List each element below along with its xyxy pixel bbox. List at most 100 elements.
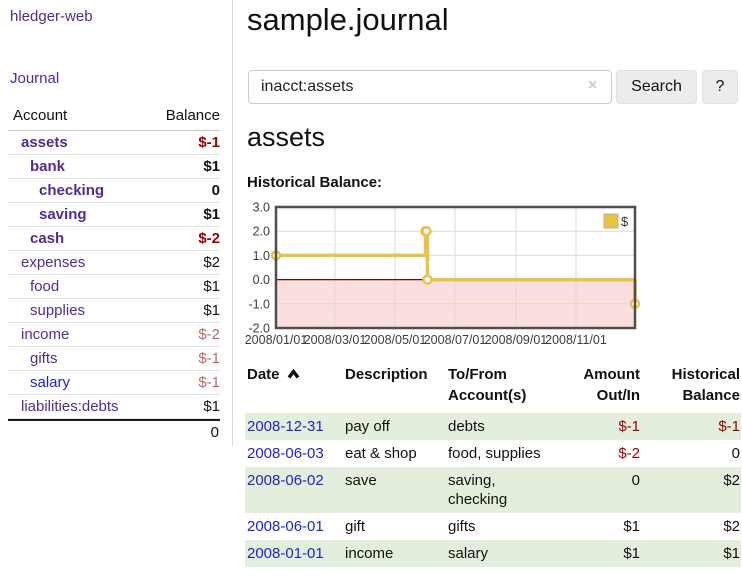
- historical-balance-chart: $3.0 2.0 1.0 0.0 -1.0 -2.02008/01/012008/03/0…: [245, 201, 641, 347]
- account-balance: $1: [203, 398, 220, 415]
- account-balance: $1: [203, 302, 220, 319]
- account-link[interactable]: checking: [39, 182, 105, 199]
- register-amount-cell: $-2: [618, 445, 640, 462]
- account-row: gifts $-1: [8, 347, 220, 371]
- column-header-date[interactable]: Date: [245, 362, 343, 413]
- register-row: 2008-06-01 gift gifts $1 $2: [245, 513, 741, 540]
- x-axis-tick-label: 2008/03/01: [304, 333, 367, 347]
- app-title-link[interactable]: hledger-web: [10, 8, 93, 25]
- register-balance-cell: $2: [723, 518, 740, 535]
- y-axis-tick-label: 0.0: [253, 273, 270, 287]
- register-row: 2008-12-31 pay off debts $-1 $-1: [245, 413, 741, 440]
- x-axis-tick-label: 2008/11/01: [545, 333, 607, 347]
- clear-search-icon[interactable]: ×: [588, 77, 598, 94]
- account-row: expenses $2: [8, 251, 220, 275]
- account-balance: 0: [211, 182, 220, 199]
- account-page-title: assets: [247, 122, 326, 152]
- legend-swatch: [603, 213, 619, 229]
- column-header-amount: Amount Out/In: [583, 366, 640, 404]
- register-amount-cell: $1: [623, 518, 640, 535]
- account-link[interactable]: food: [30, 278, 60, 295]
- register-description-cell: income: [345, 545, 394, 562]
- account-balance: $-1: [198, 134, 220, 151]
- account-balance: $1: [203, 158, 220, 175]
- register-date-cell: 2008-06-02: [245, 467, 343, 513]
- account-column-header: Account: [13, 107, 68, 124]
- account-table-header: Account Balance: [8, 104, 220, 131]
- account-link[interactable]: bank: [30, 158, 66, 175]
- page-title: sample.journal: [247, 2, 449, 37]
- account-balance: $-2: [198, 230, 220, 247]
- y-axis-tick-label: 2.0: [253, 225, 270, 239]
- y-axis-tick-label: 3.0: [253, 201, 270, 215]
- register-balance-cell: 0: [731, 445, 740, 462]
- data-point: [422, 274, 433, 285]
- account-link[interactable]: saving: [39, 206, 87, 223]
- account-balance: $1: [203, 278, 220, 295]
- y-axis-tick-label: -2.0: [248, 322, 270, 336]
- x-axis-tick-label: 2008/09/01: [485, 333, 548, 347]
- account-balance: $1: [203, 206, 220, 223]
- register-date-cell: 2008-06-03: [245, 440, 343, 467]
- sidebar-item-journal[interactable]: Journal: [10, 70, 60, 87]
- account-link[interactable]: cash: [30, 230, 65, 247]
- register-balance-cell: $1: [723, 545, 740, 562]
- register-accounts-cell: food, supplies: [448, 445, 541, 462]
- register-amount-cell: $-1: [618, 418, 640, 435]
- account-row: cash $-2: [8, 227, 220, 251]
- sort-ascending-icon: [287, 369, 299, 379]
- account-link[interactable]: expenses: [21, 254, 86, 271]
- account-balance-table: Account Balance assets $-1 bank $1 checking 0…: [8, 104, 220, 441]
- x-axis-tick-label: 2008/05/01: [364, 333, 427, 347]
- search-button[interactable]: Search: [616, 70, 697, 104]
- x-axis-tick-label: 2008/07/01: [424, 333, 487, 347]
- chart-heading: Historical Balance:: [247, 174, 383, 191]
- account-link[interactable]: gifts: [30, 350, 58, 367]
- register-date-link[interactable]: 2008-06-01: [247, 518, 324, 535]
- register-row: 2008-01-01 income salary $1 $1: [245, 540, 741, 567]
- register-date-link[interactable]: 2008-12-31: [247, 418, 324, 435]
- balance-column-header: Balance: [165, 107, 220, 124]
- register-amount-cell: $1: [623, 545, 640, 562]
- account-row: liabilities:debts $1: [8, 395, 220, 419]
- register-date-cell: 2008-12-31: [245, 413, 343, 440]
- account-total-row: 0: [8, 419, 220, 441]
- account-row: saving $1: [8, 203, 220, 227]
- column-header-accounts: To/From Account(s): [448, 366, 527, 404]
- account-row: food $1: [8, 275, 220, 299]
- register-amount-cell: 0: [631, 472, 640, 489]
- register-table: Date Description To/From Account(s) Amou…: [245, 362, 741, 567]
- register-header-row: Date Description To/From Account(s) Amou…: [245, 362, 741, 413]
- register-accounts-cell: debts: [448, 418, 485, 435]
- total-balance: 0: [210, 424, 219, 441]
- account-link[interactable]: liabilities:debts: [21, 398, 119, 415]
- data-point: [421, 225, 432, 237]
- column-header-description: Description: [345, 366, 428, 383]
- register-row: 2008-06-03 eat & shop food, supplies $-2 0: [245, 440, 741, 467]
- account-balance: $2: [203, 254, 220, 271]
- account-balance: $-2: [198, 326, 220, 343]
- account-link[interactable]: salary: [30, 374, 71, 391]
- register-description-cell: pay off: [345, 418, 390, 435]
- register-accounts-cell: saving, checking: [448, 472, 508, 508]
- sidebar: hledger-web Journal Account Balance asse…: [0, 0, 233, 446]
- y-axis-tick-label: -1.0: [248, 297, 270, 311]
- register-date-link[interactable]: 2008-06-03: [247, 445, 324, 462]
- account-row: income $-2: [8, 323, 220, 347]
- account-row: assets $-1: [8, 131, 220, 155]
- account-link[interactable]: assets: [21, 134, 68, 151]
- account-row: bank $1: [8, 155, 220, 179]
- help-button[interactable]: ?: [702, 70, 738, 104]
- y-axis-tick-label: 1.0: [253, 249, 270, 263]
- x-axis-tick-label: 2008/01/01: [245, 333, 308, 347]
- account-link[interactable]: supplies: [30, 302, 86, 319]
- register-accounts-cell: gifts: [448, 518, 476, 535]
- account-balance: $-1: [198, 374, 220, 391]
- plot-border: [274, 205, 637, 330]
- register-date-link[interactable]: 2008-06-02: [247, 472, 324, 489]
- account-link[interactable]: income: [21, 326, 70, 343]
- register-date-link[interactable]: 2008-01-01: [247, 545, 324, 562]
- account-row: supplies $1: [8, 299, 220, 323]
- legend-label: $: [621, 214, 629, 229]
- search-input[interactable]: [248, 70, 612, 104]
